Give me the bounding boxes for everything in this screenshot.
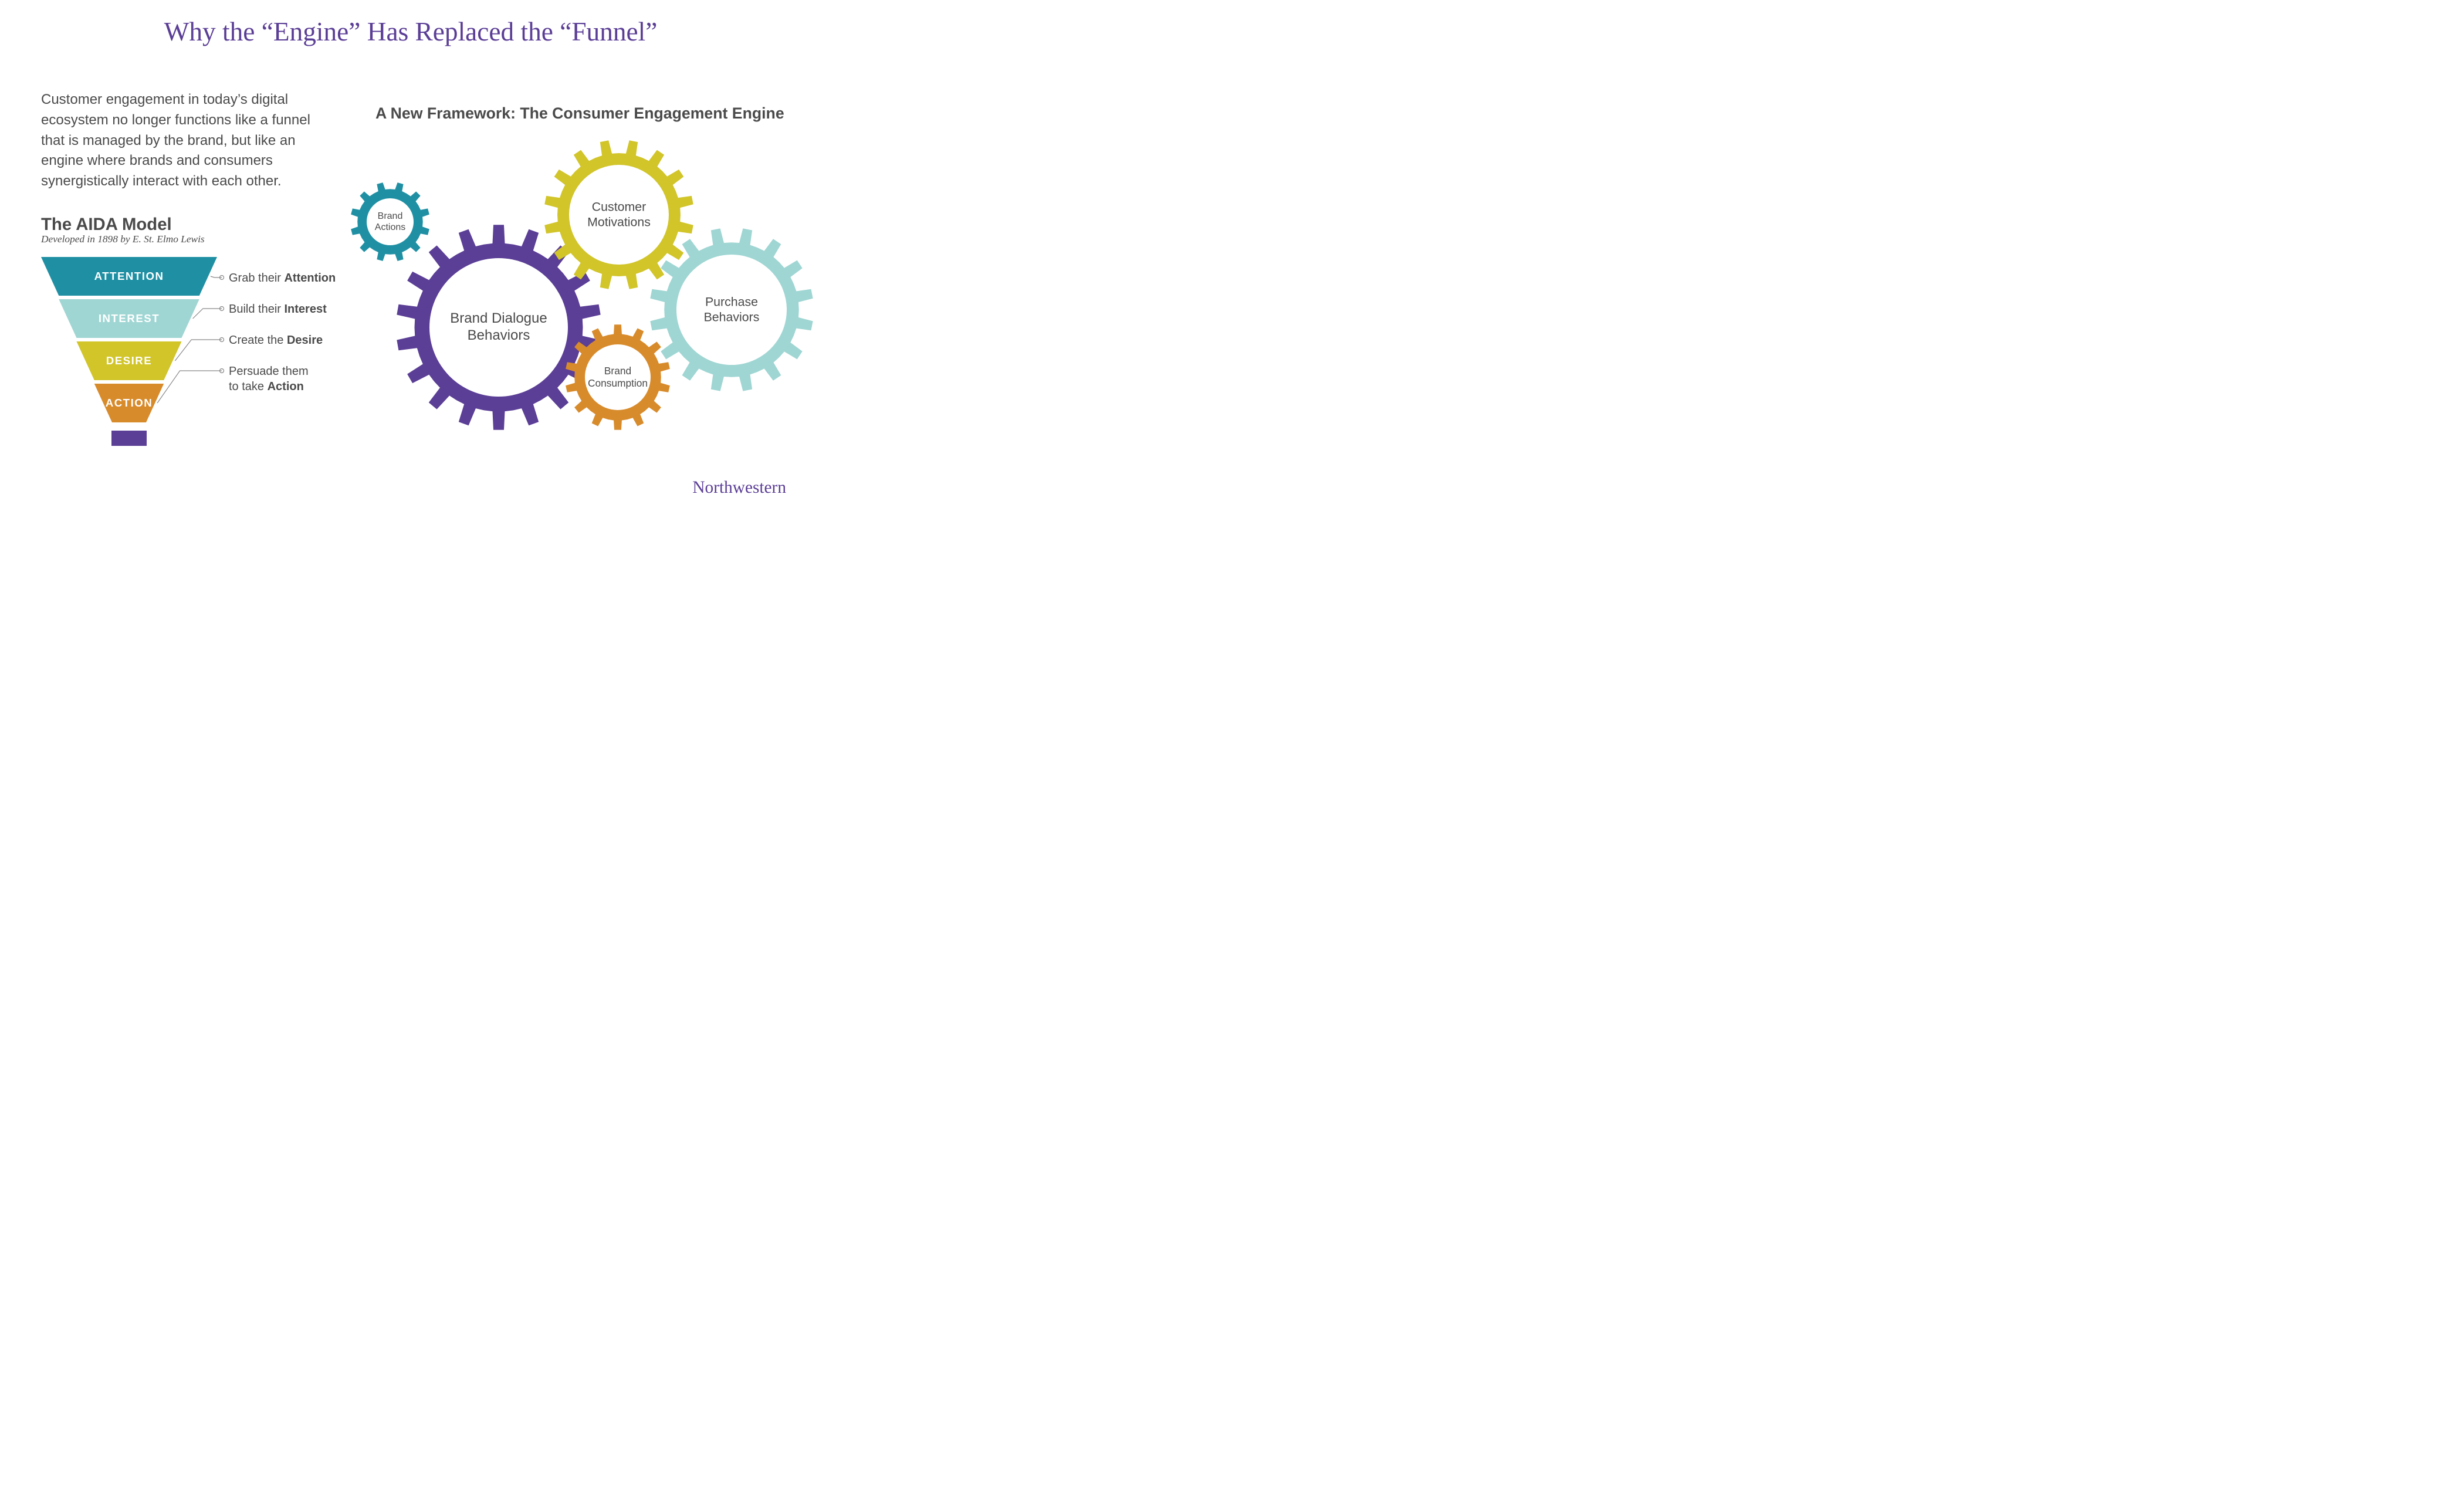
gear-label-purchase-beh: PurchaseBehaviors — [676, 295, 787, 324]
funnel-callout: Persuade them — [229, 365, 309, 378]
engine-heading: A New Framework: The Consumer Engagement… — [375, 104, 784, 123]
engine-gears: BrandActionsBrand DialogueBehaviorsCusto… — [337, 134, 807, 486]
aida-heading: The AIDA Model — [41, 215, 172, 235]
funnel-callout: Grab their Attention — [229, 272, 336, 285]
funnel-callout: Build their Interest — [229, 303, 327, 316]
callout-leader — [193, 309, 222, 319]
aida-subtitle: Developed in 1898 by E. St. Elmo Lewis — [41, 233, 205, 245]
callout-leader — [175, 340, 222, 361]
funnel-callout: to take Action — [229, 380, 304, 394]
intro-text: Customer engagement in today’s digital e… — [41, 90, 317, 192]
funnel-callout: Create the Desire — [229, 334, 323, 347]
callout-leader — [157, 371, 222, 403]
gear-label-brand-consumption: BrandConsumption — [585, 365, 651, 390]
northwestern-logo: Northwestern — [692, 478, 786, 497]
gear-label-brand-dialogue: Brand DialogueBehaviors — [429, 310, 568, 344]
callout-leaders — [41, 257, 381, 480]
page-title: Why the “Engine” Has Replaced the “Funne… — [0, 16, 821, 47]
